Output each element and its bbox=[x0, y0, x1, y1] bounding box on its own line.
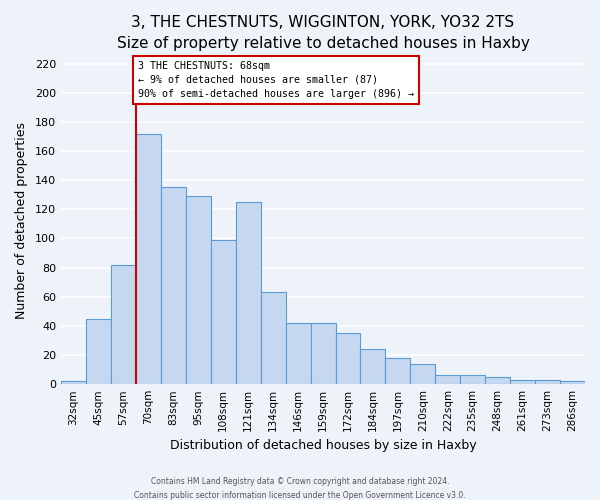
Bar bbox=[311, 323, 335, 384]
Bar bbox=[510, 380, 535, 384]
Bar bbox=[111, 264, 136, 384]
Bar bbox=[186, 196, 211, 384]
Bar bbox=[211, 240, 236, 384]
Title: 3, THE CHESTNUTS, WIGGINTON, YORK, YO32 2TS
Size of property relative to detache: 3, THE CHESTNUTS, WIGGINTON, YORK, YO32 … bbox=[116, 15, 529, 51]
Bar bbox=[436, 376, 460, 384]
Bar bbox=[161, 188, 186, 384]
Bar bbox=[460, 376, 485, 384]
Bar bbox=[236, 202, 260, 384]
Bar bbox=[385, 358, 410, 384]
Bar bbox=[260, 292, 286, 384]
Bar bbox=[61, 382, 86, 384]
Text: Contains HM Land Registry data © Crown copyright and database right 2024.
Contai: Contains HM Land Registry data © Crown c… bbox=[134, 478, 466, 500]
Bar bbox=[535, 380, 560, 384]
Bar bbox=[361, 349, 385, 384]
Bar bbox=[485, 377, 510, 384]
Bar bbox=[335, 333, 361, 384]
Bar bbox=[86, 318, 111, 384]
Bar bbox=[136, 134, 161, 384]
X-axis label: Distribution of detached houses by size in Haxby: Distribution of detached houses by size … bbox=[170, 440, 476, 452]
Y-axis label: Number of detached properties: Number of detached properties bbox=[15, 122, 28, 319]
Bar bbox=[410, 364, 436, 384]
Bar bbox=[286, 323, 311, 384]
Text: 3 THE CHESTNUTS: 68sqm
← 9% of detached houses are smaller (87)
90% of semi-deta: 3 THE CHESTNUTS: 68sqm ← 9% of detached … bbox=[139, 60, 415, 98]
Bar bbox=[560, 382, 585, 384]
